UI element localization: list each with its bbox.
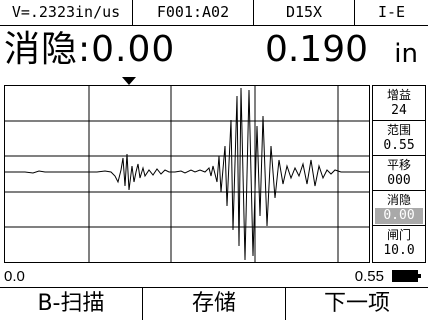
scale-start: 0.0 [4,268,25,285]
param-delay-value: 000 [387,173,411,188]
softkey-bar: B-扫描 存储 下一项 [0,287,428,320]
measure-mode: I-E [377,3,406,21]
grid [5,86,369,262]
file-id: F001:A02 [133,0,254,25]
waveform-trace [5,87,369,261]
blanking-label: 消隐:0.00 [4,29,176,70]
measurement-readout: 消隐:0.00 0.190 in [0,26,428,78]
param-gain-value: 24 [391,103,407,118]
param-gain[interactable]: 增益 24 [373,86,425,121]
param-delay-label: 平移 [386,158,411,172]
param-range[interactable]: 范围 0.55 [373,121,425,156]
a-scan-display [4,85,370,263]
param-gate-label: 闸门 [386,228,411,242]
probe-type: D15X [254,0,355,25]
scale-end: 0.55 [354,268,384,285]
param-delay[interactable]: 平移 000 [373,156,425,191]
save-button[interactable]: 存储 [143,288,286,320]
battery-icon [392,270,421,282]
status-bar: V=.2323in/us F001:A02 D15X I-E [0,0,428,26]
velocity-readout: V=.2323in/us [0,0,133,25]
range-scale: 0.0 0.55 [0,265,428,287]
param-gain-label: 增益 [386,88,411,102]
param-range-value: 0.55 [383,138,415,153]
param-blanking-label: 消隐 [386,193,411,207]
param-gate[interactable]: 闸门 10.0 [373,226,425,262]
unit-label: in [394,39,418,69]
next-item-button[interactable]: 下一项 [323,291,390,316]
param-blanking[interactable]: 消隐 0.00 [373,191,425,226]
param-gate-value: 10.0 [383,243,415,258]
param-range-label: 范围 [386,123,411,137]
param-blanking-value: 0.00 [375,208,423,224]
waveform-plot [5,86,369,262]
thickness-value: 0.190 [264,29,368,70]
parameter-panel: 增益 24 范围 0.55 平移 000 消隐 0.00 闸门 10.0 [372,85,426,263]
b-scan-button[interactable]: B-扫描 [0,288,143,320]
blanking-marker-icon [122,77,136,85]
